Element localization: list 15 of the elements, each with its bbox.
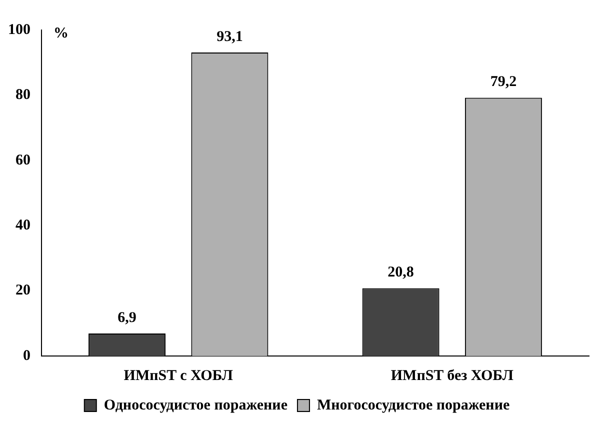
- x-tick-label: ИМпST с ХОБЛ: [124, 368, 233, 384]
- y-tick-label: 40: [16, 217, 30, 234]
- y-tick-label: 80: [16, 87, 30, 104]
- y-tick-label: 100: [8, 22, 30, 38]
- legend-label: Однососудистое поражение: [104, 397, 288, 414]
- y-tick-label: 60: [16, 152, 30, 168]
- x-tick-label: ИМпST без ХОБЛ: [390, 368, 514, 384]
- data-label: 20,8: [388, 264, 414, 281]
- data-label: 6,9: [118, 310, 136, 326]
- data-label: 79,2: [490, 74, 517, 90]
- y-tick-label: 0: [23, 348, 30, 364]
- y-tick-label: 20: [16, 282, 30, 299]
- y-axis-title: %: [54, 25, 68, 42]
- legend-label: Многососудистое поражение: [316, 397, 510, 414]
- data-label: 93,1: [216, 28, 243, 45]
